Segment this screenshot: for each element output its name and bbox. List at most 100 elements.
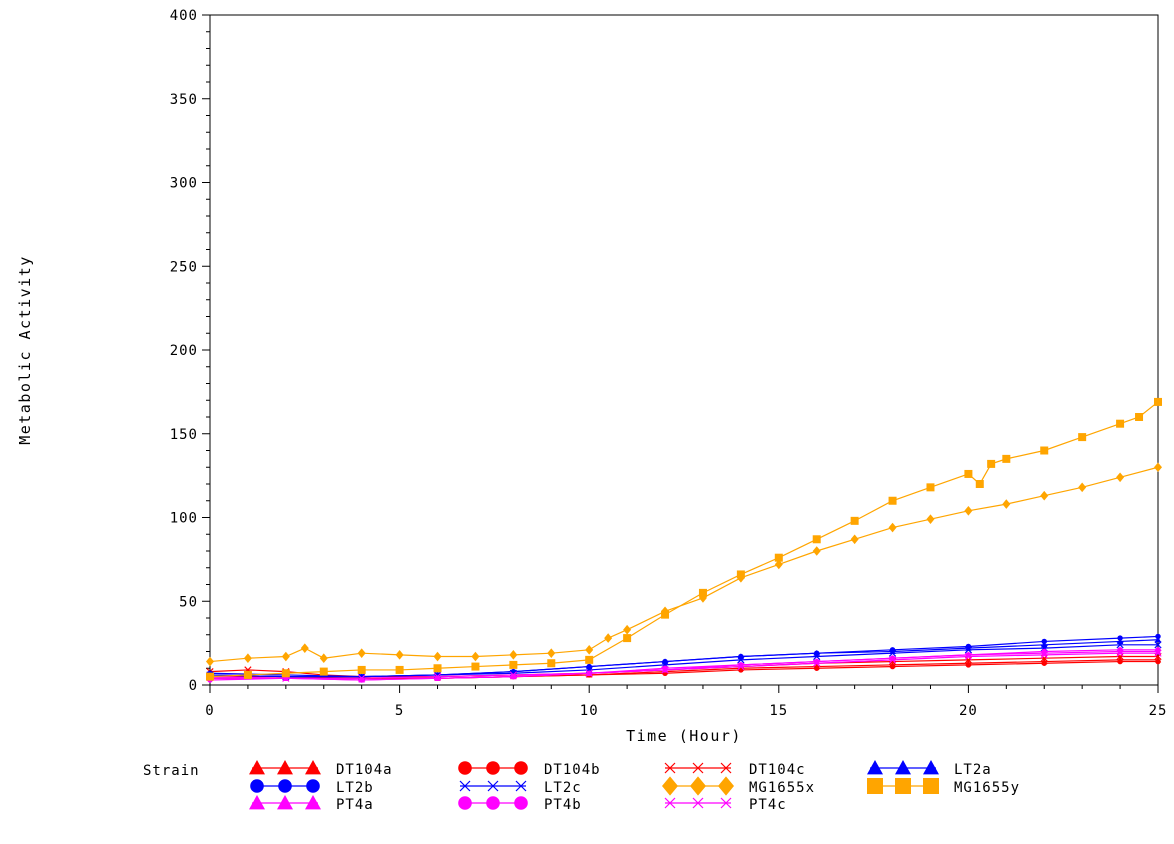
x-marker-stroke (515, 780, 527, 792)
data-point (1116, 472, 1125, 483)
data-point (243, 670, 252, 679)
legend-item-DT104a: DT104a (249, 760, 393, 778)
y-tick-label: 0 (189, 678, 198, 694)
legend-marker (720, 762, 732, 774)
data-point (281, 651, 290, 662)
legend-item-LT2a: LT2a (867, 760, 991, 778)
data-point (850, 534, 859, 545)
series-MG1655x (206, 462, 1162, 667)
x-marker-stroke (664, 797, 676, 809)
data-point (1155, 633, 1161, 640)
series-line (209, 652, 1158, 679)
data-point (1078, 433, 1087, 442)
x-tick-label: 10 (580, 703, 599, 719)
legend-label: DT104a (336, 762, 393, 778)
y-tick-label: 200 (170, 343, 198, 359)
data-point (547, 659, 556, 668)
legend-marker (923, 760, 939, 775)
legend-marker (662, 776, 678, 796)
legend-marker (278, 779, 292, 793)
legend-marker (459, 780, 471, 792)
data-point (965, 652, 972, 658)
data-point (1135, 413, 1144, 421)
series-line (209, 649, 1158, 681)
legend-label: PT4a (336, 797, 374, 813)
data-point (434, 675, 441, 682)
data-point (471, 651, 480, 662)
legend-marker (306, 779, 320, 793)
legend-marker (692, 797, 704, 809)
data-point (547, 648, 556, 658)
data-point (433, 664, 442, 673)
data-point (812, 535, 821, 544)
x-marker-stroke (487, 780, 499, 792)
legend-marker (515, 780, 527, 792)
x-marker-stroke (1116, 652, 1124, 661)
data-point (661, 610, 670, 619)
data-point (888, 496, 897, 505)
legend-item-PT4c: PT4c (664, 797, 787, 813)
data-point (774, 553, 783, 562)
legend-item-DT104b: DT104b (458, 761, 600, 778)
legend-label: DT104b (544, 762, 601, 778)
y-tick-label: 150 (170, 427, 198, 443)
x-marker-stroke (1040, 654, 1048, 662)
data-point (1116, 652, 1124, 661)
x-marker-stroke (1154, 652, 1162, 661)
legend-marker (486, 761, 500, 775)
legend-marker (514, 796, 528, 810)
y-tick-label: 350 (170, 92, 198, 108)
legend-title: Strain (143, 763, 200, 779)
legend-item-MG1655x: MG1655x (662, 776, 814, 796)
data-point (850, 516, 859, 525)
data-point (623, 634, 632, 643)
data-point (774, 559, 783, 570)
data-point (1154, 652, 1162, 661)
y-tick-label: 50 (179, 594, 198, 610)
data-point (623, 624, 632, 635)
x-tick-label: 15 (769, 703, 788, 719)
legend-marker (305, 760, 321, 775)
data-point (1116, 638, 1124, 645)
legend-item-PT4a: PT4a (249, 795, 374, 813)
legend-marker (305, 795, 321, 810)
legend-marker (692, 762, 704, 774)
x-tick-label: 0 (205, 703, 214, 719)
data-point (926, 483, 935, 492)
data-point (736, 570, 745, 579)
data-point (698, 588, 707, 597)
data-point (1116, 419, 1125, 428)
data-point (300, 643, 309, 653)
legend-marker (277, 795, 293, 810)
legend-marker (514, 761, 528, 775)
y-tick-label: 400 (170, 8, 198, 24)
data-point (888, 522, 897, 533)
data-point (604, 633, 613, 643)
legend-item-PT4b: PT4b (458, 796, 581, 813)
y-tick-label: 100 (170, 511, 198, 527)
legend-label: DT104c (749, 762, 806, 778)
series-MG1655y (206, 397, 1162, 681)
legend-label: PT4c (749, 797, 787, 813)
data-point (812, 546, 821, 556)
x-marker-stroke (459, 780, 471, 792)
data-point (1154, 462, 1162, 473)
data-point (1154, 397, 1162, 406)
data-point (814, 658, 820, 665)
data-point (1117, 647, 1123, 653)
series-PT4a (206, 648, 1162, 683)
y-tick-label: 250 (170, 259, 198, 275)
data-point (965, 662, 972, 668)
data-point (509, 650, 518, 660)
legend-marker (867, 778, 883, 794)
data-point (1155, 658, 1161, 665)
legend-marker (664, 797, 676, 809)
data-point (1041, 641, 1048, 648)
x-marker-stroke (964, 656, 973, 664)
legend-item-MG1655y: MG1655y (867, 778, 1019, 796)
series-line (209, 655, 1158, 678)
data-point (357, 648, 366, 658)
legend-marker (718, 776, 734, 796)
data-point (357, 665, 366, 674)
data-point (1154, 636, 1162, 643)
